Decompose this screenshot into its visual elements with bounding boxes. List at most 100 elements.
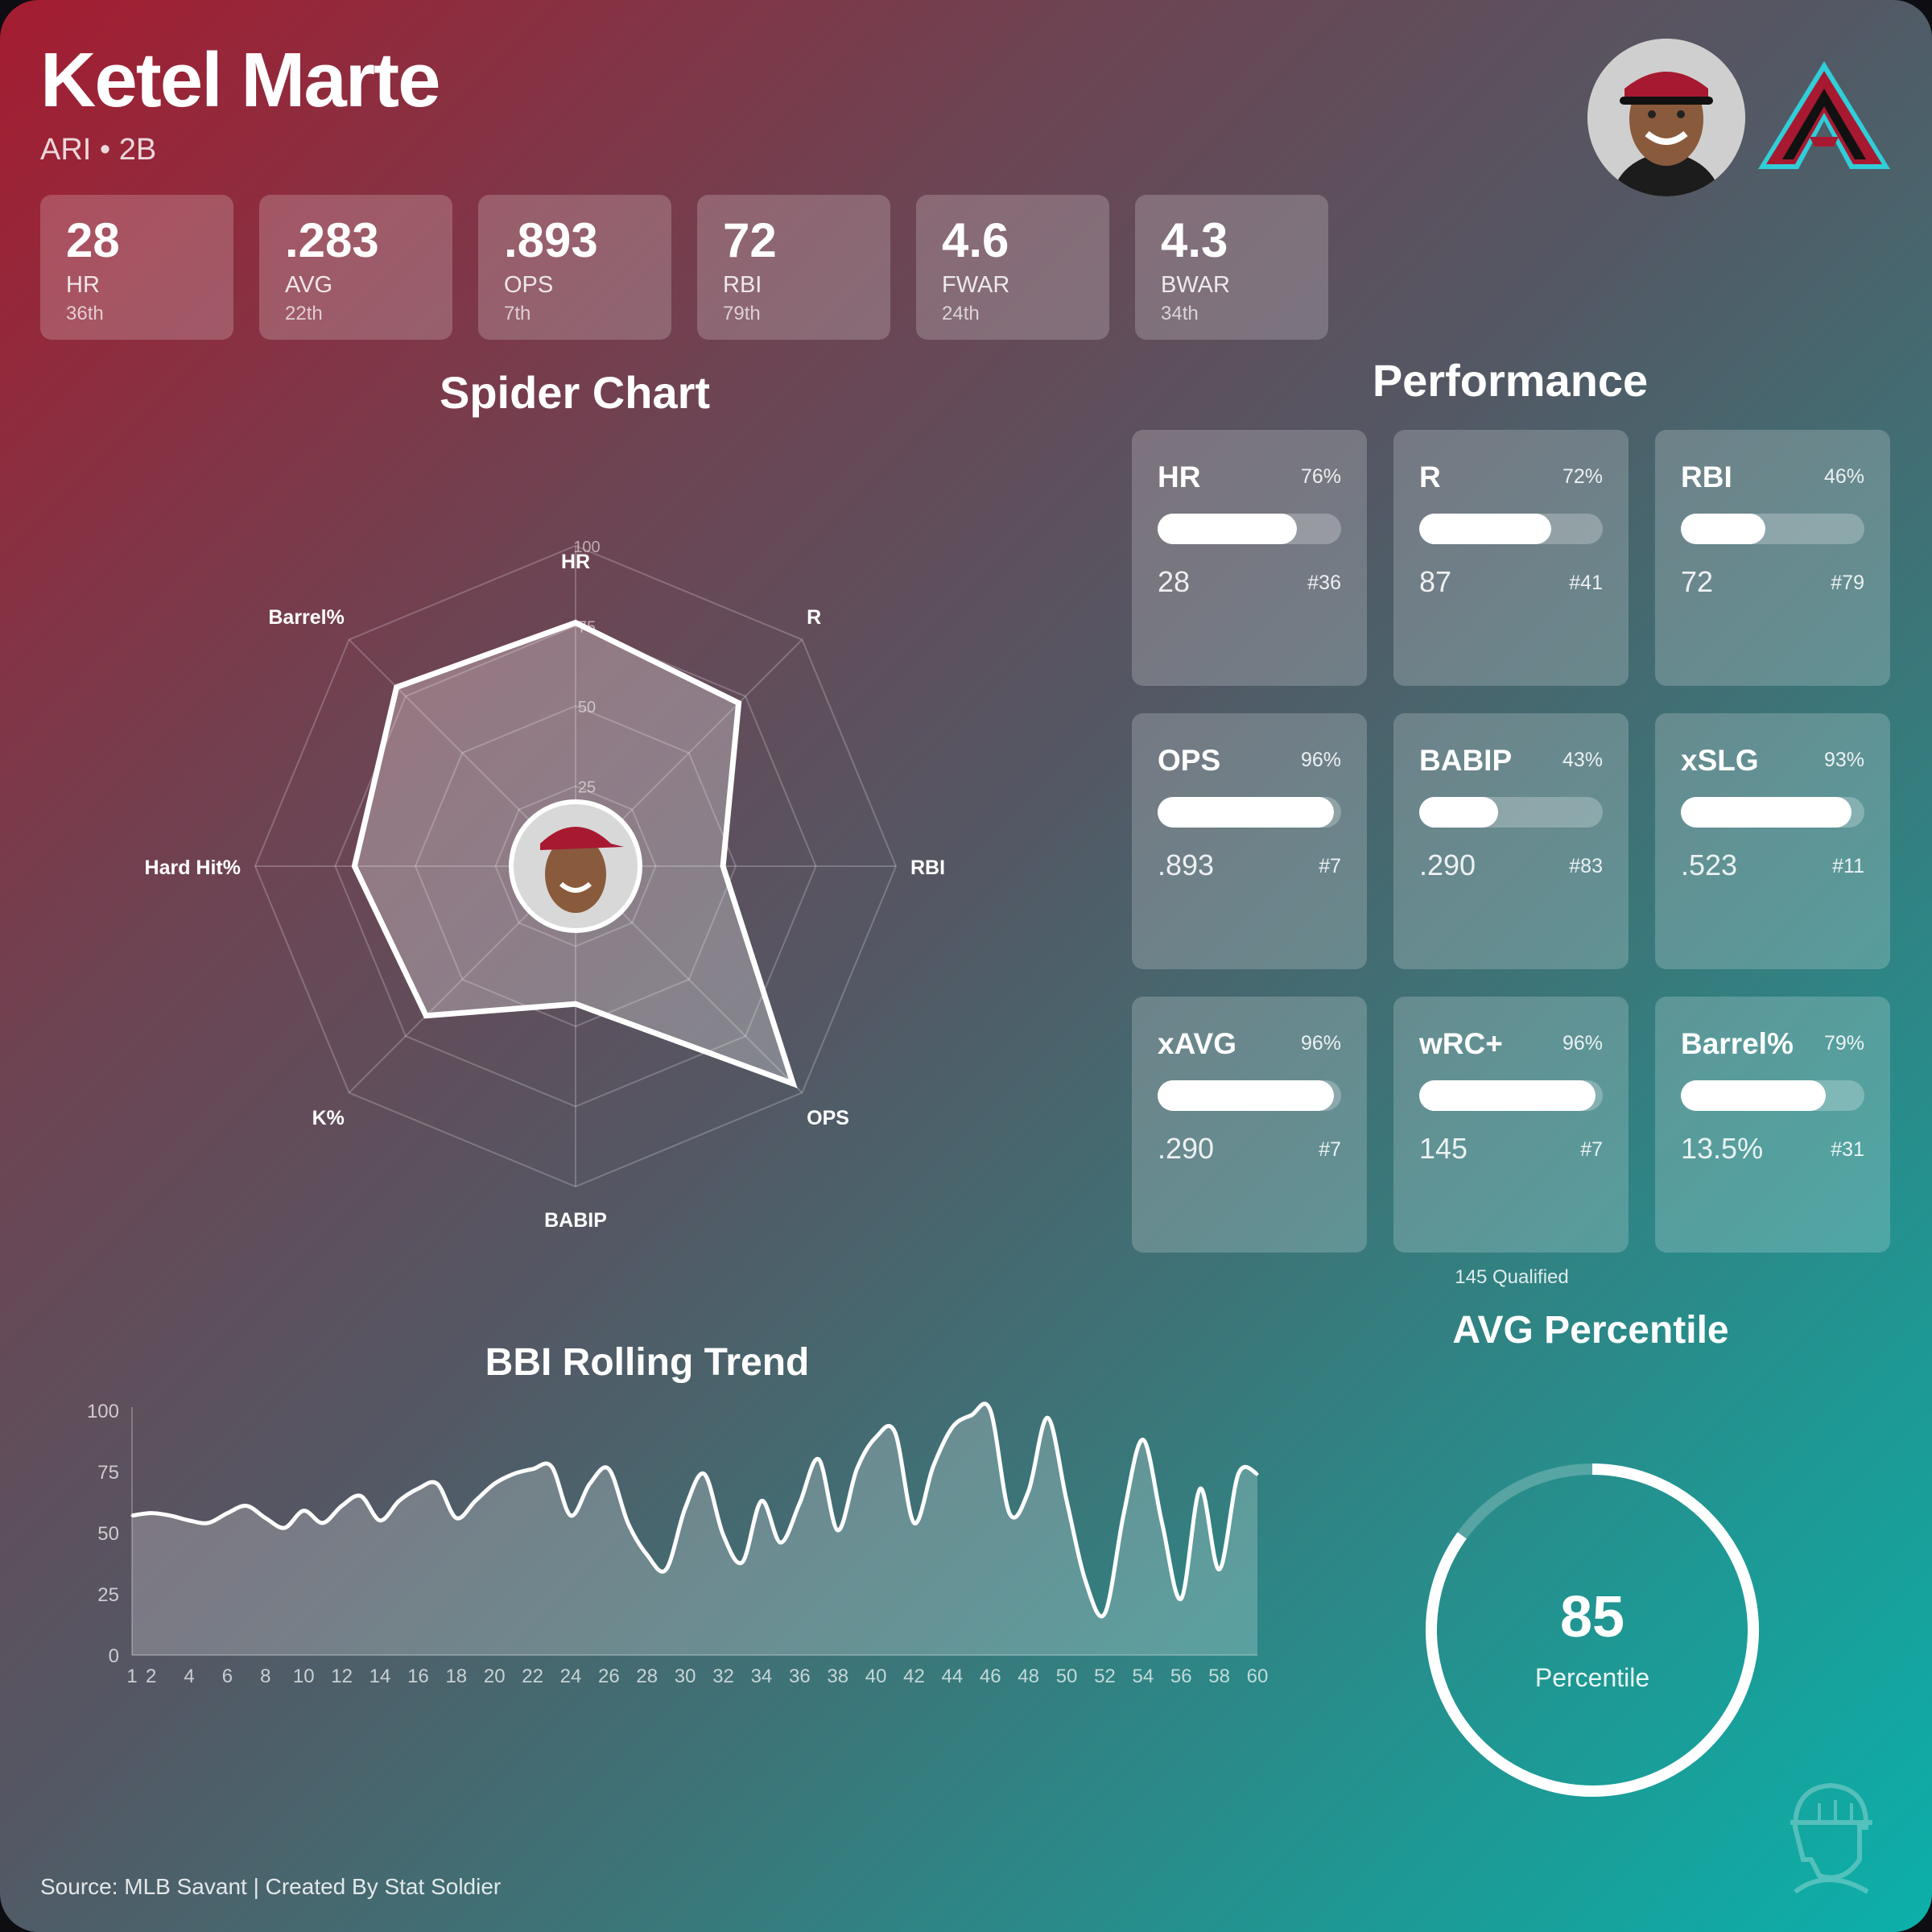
trend-point-40: [874, 1435, 877, 1439]
radar-axis-label: BABIP: [544, 1209, 607, 1232]
trend-point-14: [378, 1519, 382, 1522]
trend-point-39: [855, 1468, 858, 1471]
trend-x-tick: 56: [1170, 1666, 1192, 1687]
gauge-chart-title: AVG Percentile: [1452, 1309, 1729, 1352]
trend-point-58: [1218, 1568, 1221, 1571]
trend-x-tick: 46: [980, 1666, 1001, 1687]
perf-value: .893: [1158, 848, 1215, 881]
perf-bar-fill: [1419, 514, 1552, 544]
trend-x-tick: 54: [1132, 1666, 1154, 1687]
trend-point-5: [207, 1521, 210, 1525]
trend-x-tick: 38: [827, 1666, 848, 1687]
trend-point-16: [416, 1487, 419, 1490]
trend-point-7: [245, 1505, 248, 1508]
soldier-watermark-icon: [1771, 1771, 1884, 1900]
gauge-value: 85: [1560, 1585, 1624, 1649]
perf-card-babip: BABIP 43% .290 #83: [1393, 713, 1629, 969]
perf-card-xavg: xAVG 96% .290 #7: [1132, 997, 1367, 1253]
trend-x-tick: 30: [675, 1666, 696, 1687]
radar-center-headshot-icon: [509, 799, 642, 933]
trend-point-56: [1179, 1597, 1183, 1600]
trend-point-29: [664, 1568, 667, 1571]
trend-x-tick: 34: [751, 1666, 773, 1687]
perf-value: 145: [1419, 1132, 1468, 1165]
perf-percent: 76%: [1300, 465, 1341, 488]
trend-point-48: [1027, 1489, 1030, 1492]
trend-point-36: [798, 1502, 801, 1505]
perf-bar-fill: [1419, 797, 1499, 828]
trend-x-tick: 50: [1056, 1666, 1078, 1687]
perf-bar-track: [1419, 1080, 1603, 1111]
trend-x-tick: 2: [146, 1666, 156, 1687]
stat-value: .283: [285, 213, 379, 267]
avg-percentile-gauge: 85 Percentile: [1426, 1463, 1759, 1797]
trend-point-52: [1103, 1612, 1106, 1615]
trend-point-12: [341, 1505, 344, 1508]
radar-tick-label: 75: [578, 619, 596, 637]
trend-point-37: [817, 1458, 820, 1461]
trend-x-tick: 24: [560, 1666, 582, 1687]
stat-value: .893: [504, 213, 598, 267]
perf-bar-fill: [1158, 797, 1334, 828]
perf-rank: #7: [1580, 1138, 1603, 1161]
trend-point-38: [836, 1529, 840, 1532]
trend-point-4: [188, 1519, 191, 1522]
stat-label: AVG: [285, 272, 333, 298]
perf-value: .290: [1419, 848, 1476, 881]
perf-rank: #36: [1307, 572, 1341, 594]
perf-card-hr: HR 76% 28 #36: [1132, 430, 1367, 686]
trend-point-43: [931, 1465, 935, 1468]
gauge-track: [1426, 1463, 1759, 1797]
stat-box-fwar: 4.6 FWAR 24th: [916, 195, 1109, 340]
radar-headshot-cap: [540, 827, 624, 850]
radar-axis-label: HR: [561, 551, 590, 573]
radar-point-babip: [573, 1001, 578, 1007]
perf-bar-track: [1681, 797, 1864, 828]
perf-bar-track: [1419, 797, 1603, 828]
trend-chart-title: BBI Rolling Trend: [485, 1341, 810, 1384]
gauge-fill-arc: [1426, 1463, 1759, 1797]
perf-bar-fill: [1681, 514, 1765, 544]
trend-point-50: [1065, 1499, 1068, 1502]
stat-box-rbi: 72 RBI 79th: [697, 195, 890, 340]
trend-point-17: [436, 1482, 439, 1485]
trend-x-tick: 48: [1018, 1666, 1039, 1687]
trend-point-32: [722, 1534, 725, 1537]
trend-x-tick: 20: [484, 1666, 506, 1687]
perf-card-r: R 72% 87 #41: [1393, 430, 1629, 686]
trend-x-tick: 32: [712, 1666, 734, 1687]
radar-axis-label: Hard Hit%: [145, 857, 241, 879]
player-name: Ketel Marte: [40, 37, 440, 123]
trend-y-tick: 100: [87, 1401, 119, 1422]
trend-point-53: [1122, 1512, 1125, 1515]
radar-grid-ring: [414, 704, 737, 1028]
perf-percent: 96%: [1300, 749, 1341, 771]
perf-rank: #11: [1832, 855, 1864, 877]
trend-point-35: [779, 1541, 782, 1544]
perf-percent: 93%: [1823, 749, 1864, 771]
performance-title: Performance: [1372, 355, 1649, 406]
perf-card-ops: OPS 96% .893 #7: [1132, 713, 1367, 969]
radar-point-r: [736, 700, 741, 706]
radar-point-barrel-: [394, 684, 399, 690]
trend-x-tick: 10: [293, 1666, 315, 1687]
perf-percent: 96%: [1562, 1032, 1603, 1055]
perf-value: 28: [1158, 565, 1191, 598]
trend-point-45: [970, 1414, 973, 1417]
trend-point-59: [1236, 1472, 1240, 1476]
perf-bar-track: [1158, 797, 1341, 828]
radar-headshot-smile: [559, 881, 592, 893]
perf-bar-track: [1681, 1080, 1864, 1111]
radar-grid-ring: [254, 544, 898, 1188]
radar-point-hr: [573, 620, 578, 625]
perf-bar-fill: [1158, 514, 1298, 544]
trend-point-13: [359, 1494, 362, 1497]
radar-point-k-: [423, 1013, 429, 1018]
trend-point-23: [550, 1465, 553, 1468]
stat-label: FWAR: [942, 272, 1010, 298]
radar-grid-ring: [494, 785, 657, 947]
trend-point-33: [741, 1560, 744, 1563]
perf-label: BABIP: [1419, 744, 1513, 777]
player-team-position: ARI • 2B: [40, 133, 157, 167]
